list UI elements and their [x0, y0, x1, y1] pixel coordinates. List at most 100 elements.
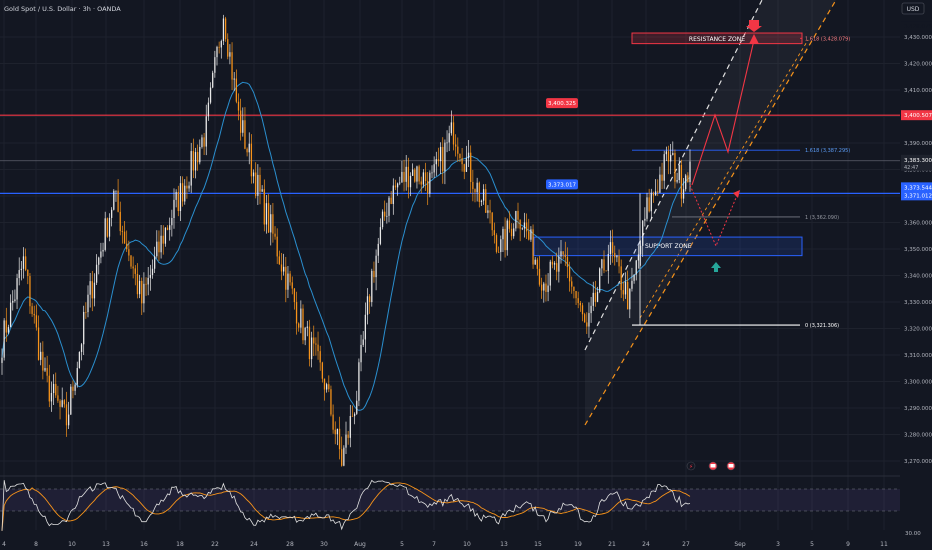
candle-body — [177, 191, 179, 212]
candle-body — [83, 311, 85, 345]
candle-body — [584, 314, 586, 323]
candle-body — [369, 296, 371, 303]
candle-body — [132, 266, 134, 269]
candle-body — [517, 210, 519, 220]
price-tick-label: 3,270.000 — [904, 459, 932, 465]
candle-body — [607, 254, 609, 271]
candle-body — [556, 263, 558, 272]
candle-body — [579, 303, 581, 306]
candle-body — [513, 228, 515, 237]
current-price-tag-bg — [901, 154, 932, 171]
candle-body — [603, 259, 605, 271]
candle-body — [627, 281, 629, 310]
candle-body — [289, 273, 291, 283]
candle-body — [313, 337, 315, 344]
candle-body — [687, 175, 689, 183]
candle-body — [648, 197, 650, 212]
candle-body — [272, 214, 274, 234]
candle-body — [515, 210, 517, 229]
projection-arrowhead-dip — [733, 190, 740, 198]
candle-body — [665, 151, 667, 155]
channel-upper-line — [584, 0, 763, 351]
candle-body — [659, 174, 661, 193]
candle-body — [642, 220, 644, 246]
candle-body — [224, 18, 227, 40]
candle-body — [50, 393, 53, 402]
candle-body — [85, 311, 87, 313]
candle-body — [644, 218, 646, 221]
candle-body — [682, 189, 685, 199]
candle-body — [126, 243, 128, 250]
currency-badge[interactable]: USD — [901, 2, 925, 15]
candle-body — [12, 300, 14, 303]
candle-body — [588, 313, 590, 327]
candle-body — [42, 351, 44, 371]
candle-body — [439, 146, 442, 162]
zones: RESISTANCE ZONE SUPPORT ZONE 1.618 (3,428.… — [0, 32, 900, 329]
candle-body — [650, 192, 652, 212]
price-axis-bg — [900, 0, 932, 530]
blue-axis-tag-2-text: 3,373.544 — [904, 185, 932, 191]
candle-body — [635, 260, 637, 275]
grid — [0, 0, 900, 530]
candle-body — [57, 395, 59, 401]
candle-body — [532, 229, 534, 265]
candle-body — [35, 315, 38, 328]
candle-body — [672, 153, 674, 155]
candle-body — [351, 415, 354, 417]
candle-body — [444, 142, 446, 172]
candle-body — [203, 137, 205, 147]
candle-body — [508, 220, 511, 229]
candle-body — [433, 164, 435, 173]
blue-axis-tag-2-bg — [901, 182, 932, 193]
candle-body — [231, 52, 233, 80]
price-axis[interactable]: 3,270.000 3,280.000 3,290.000 3,300.000 3,31… — [900, 0, 932, 530]
candle-body — [156, 241, 158, 257]
countdown-value: 42:47 — [904, 165, 918, 171]
channel-mid-line — [639, 39, 809, 319]
candle-body — [330, 389, 332, 415]
candle-body — [661, 174, 663, 181]
candle-body — [547, 285, 549, 292]
red-axis-tag: 3,400.507 — [901, 110, 932, 121]
candle-body — [663, 154, 665, 181]
candle-body — [407, 166, 409, 188]
candle-body — [394, 185, 397, 188]
candle-body — [375, 255, 377, 278]
candle-body — [489, 210, 491, 213]
candle-body — [465, 158, 468, 172]
blue-level-tag-bg — [546, 179, 578, 190]
moving-average — [1, 81, 691, 411]
candle-body — [121, 231, 124, 232]
time-axis[interactable]: 4 8 10 13 16 18 22 24 28 30 Aug 5 7 10 13 15 19 21 24 27 Sep… — [0, 535, 932, 550]
candle-body — [25, 256, 27, 270]
symbol-title: Gold Spot / U.S. Dollar · 3h · OANDA — [4, 5, 121, 13]
candle-body — [93, 282, 96, 299]
candle-body — [278, 256, 280, 265]
time-tick-label: 5 — [810, 541, 814, 548]
time-tick-label: 13 — [102, 541, 110, 548]
candle-body — [40, 351, 42, 360]
candle-body — [534, 259, 536, 265]
us-flag-icon — [708, 461, 718, 471]
blue-axis-tag-2: 3,373.544 — [901, 182, 932, 193]
candle-body — [295, 302, 298, 324]
chart-labels: 3,400.325 3,373.017 — [546, 98, 578, 190]
candle-body — [616, 255, 618, 258]
candle-body — [336, 428, 339, 435]
candle-body — [95, 264, 98, 283]
current-price-value: 3,383.300 — [904, 158, 932, 164]
candle-body — [519, 219, 521, 229]
candle-body — [59, 400, 61, 407]
blue-level-tag: 3,373.017 — [546, 179, 578, 190]
candle-body — [287, 273, 289, 290]
candle-body — [371, 270, 373, 303]
candle-body — [631, 280, 633, 289]
candle-body — [117, 190, 119, 212]
candle-body — [624, 281, 627, 295]
candle-body — [328, 384, 330, 390]
candle-body — [143, 283, 145, 304]
event-icons[interactable]: ⚡ — [686, 461, 736, 471]
